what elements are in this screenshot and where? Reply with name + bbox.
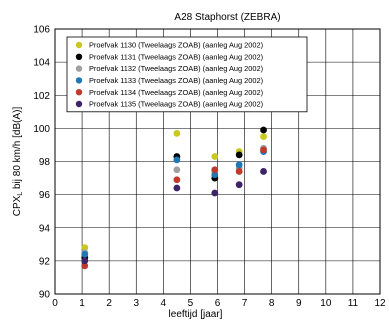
y-axis-title: CPXL bij 80 km/h [dB(A)] xyxy=(12,107,24,217)
data-point xyxy=(81,257,89,265)
data-point xyxy=(260,168,267,175)
data-point xyxy=(211,189,219,197)
x-tick-label: 6 xyxy=(215,298,221,309)
y-tick-label: 96 xyxy=(39,190,51,201)
x-tick-label: 12 xyxy=(374,298,386,309)
series-6 xyxy=(81,168,267,265)
y-tick-label: 90 xyxy=(39,290,51,301)
data-point xyxy=(260,126,267,134)
data-point xyxy=(81,244,89,252)
data-point xyxy=(235,168,243,175)
y-axis-title-rest: bij 80 km/h [dB(A)] xyxy=(12,107,23,192)
x-tick-label: 8 xyxy=(269,298,275,309)
legend-label: Proefvak 1130 (Tweelaags ZOAB) (aanleg A… xyxy=(89,41,263,50)
x-tick-label: 9 xyxy=(296,298,302,309)
x-axis-title: leeftijd [jaar] xyxy=(169,309,223,320)
legend-label: Proefvak 1135 (Tweelaags ZOAB) (aanleg A… xyxy=(89,100,263,109)
x-tick-label: 1 xyxy=(79,298,85,309)
legend-marker xyxy=(75,53,83,60)
legend-label: Proefvak 1131 (Tweelaags ZOAB) (aanleg A… xyxy=(89,52,263,61)
legend-marker xyxy=(75,89,83,96)
x-tick-label: 4 xyxy=(161,298,167,309)
data-point xyxy=(211,171,219,179)
data-point xyxy=(173,129,181,137)
data-point xyxy=(173,166,181,174)
x-tick-label: 7 xyxy=(242,298,248,309)
x-tick-label: 10 xyxy=(320,298,332,309)
y-tick-label: 104 xyxy=(33,58,50,69)
plot-frame xyxy=(54,28,381,295)
data-point xyxy=(235,161,243,169)
y-tick-label: 102 xyxy=(33,91,50,102)
y-tick-label: 106 xyxy=(33,25,50,36)
data-point xyxy=(81,250,89,258)
series-5 xyxy=(81,146,267,270)
data-point xyxy=(173,176,181,184)
data-points xyxy=(81,126,267,270)
chart-title: A28 Staphorst (ZEBRA) xyxy=(174,12,280,23)
legend: Proefvak 1130 (Tweelaags ZOAB) (aanleg A… xyxy=(66,36,308,113)
series-4 xyxy=(81,148,267,258)
x-tick-label: 2 xyxy=(106,298,112,309)
y-axis-title-subscript: L xyxy=(17,192,24,196)
y-tick-label: 94 xyxy=(39,223,51,234)
y-tick-label: 100 xyxy=(33,124,50,135)
legend-label: Proefvak 1134 (Tweelaags ZOAB) (aanleg A… xyxy=(89,88,263,97)
y-axis-title-main: CPX xyxy=(12,195,23,216)
legend-marker xyxy=(75,100,83,108)
x-tick-label: 3 xyxy=(133,298,139,309)
data-point xyxy=(235,181,243,189)
data-point xyxy=(81,262,89,270)
y-tick-label: 92 xyxy=(39,256,51,267)
data-point xyxy=(173,184,181,192)
x-tick-label: 5 xyxy=(188,298,194,309)
legend-marker xyxy=(75,77,83,84)
data-point xyxy=(260,133,267,141)
x-tick-label: 0 xyxy=(52,298,58,309)
y-tick-label: 98 xyxy=(39,157,51,168)
data-point xyxy=(235,151,243,159)
data-point xyxy=(260,146,267,154)
legend-marker xyxy=(75,41,83,49)
legend-label: Proefvak 1133 (Tweelaags ZOAB) (aanleg A… xyxy=(89,76,263,85)
x-tick-label: 11 xyxy=(348,298,359,309)
legend-label: Proefvak 1132 (Tweelaags ZOAB) (aanleg A… xyxy=(89,64,263,73)
data-point xyxy=(211,166,219,174)
data-point xyxy=(211,153,219,160)
legend-box xyxy=(66,36,308,113)
data-point xyxy=(173,156,181,164)
legend-marker xyxy=(75,65,83,72)
